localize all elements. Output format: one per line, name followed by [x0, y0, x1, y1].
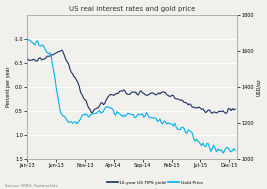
Title: US real interest rates and gold price: US real interest rates and gold price [69, 5, 195, 12]
Text: Source: FRED, Fastmarkets: Source: FRED, Fastmarkets [5, 184, 58, 188]
Y-axis label: USD/oz: USD/oz [256, 78, 261, 96]
Y-axis label: Percent per year: Percent per year [6, 67, 11, 107]
Legend: 10-year US TIPS yield, Gold Price: 10-year US TIPS yield, Gold Price [105, 179, 205, 187]
